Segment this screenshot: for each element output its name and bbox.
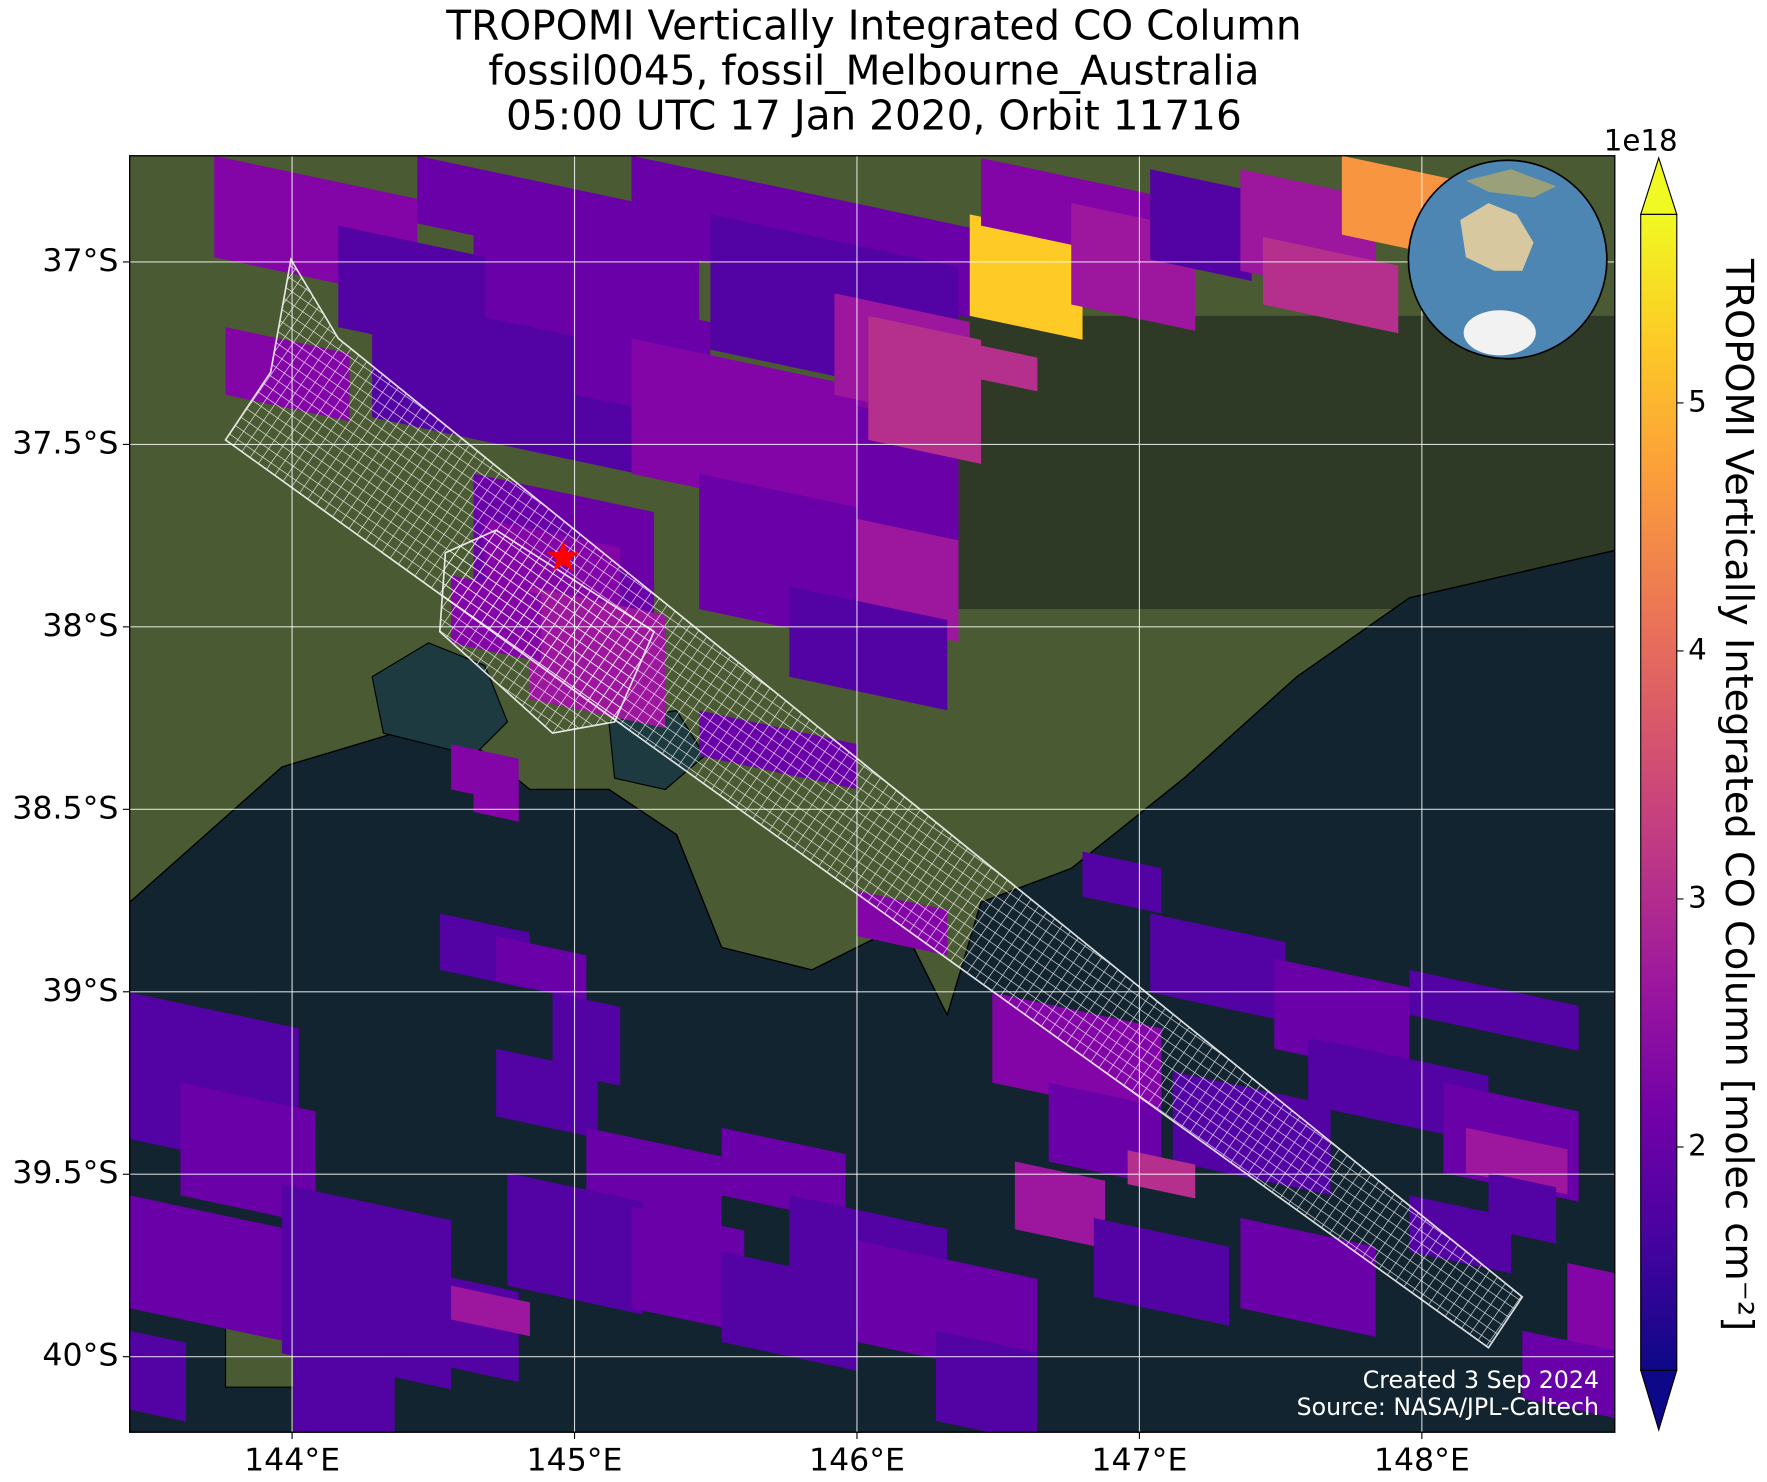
co-pixel [935, 1330, 1038, 1433]
co-pixel [631, 1206, 745, 1333]
co-pixel [1488, 1172, 1557, 1244]
co-pixel [969, 214, 1083, 340]
title-line: 05:00 UTC 17 Jan 2020, Orbit 11716 [506, 92, 1242, 140]
y-tick-label: 37.5°S [12, 425, 118, 461]
grid [129, 155, 1615, 1433]
port-phillip-bay [371, 642, 509, 757]
axes: 144°E 145°E 146°E 147°E 148°E 37°S 37.5°S 38°S 3… [12, 243, 1470, 1479]
map-frame [129, 155, 1616, 1433]
y-tick-label: 38.5°S [12, 790, 118, 826]
y-tick-label: 39°S [42, 973, 118, 1009]
colorbar: 2 3 4 5 [1639, 156, 1707, 1432]
annotation: Created 3 Sep 2024 [1363, 1366, 1599, 1394]
co-pixel [496, 1048, 598, 1139]
co-pixel [1262, 236, 1399, 334]
colorbar-tick-label: 5 [1688, 384, 1707, 418]
x-tick-label: 146°E [809, 1443, 905, 1479]
co-pixel [868, 315, 982, 464]
y-tick-label: 37°S [42, 243, 118, 279]
swath-outline [224, 257, 1524, 1349]
colorbar-extend-high [1639, 156, 1678, 215]
x-tick-label: 144°E [244, 1443, 340, 1479]
colorbar-extend-low [1639, 1369, 1678, 1432]
colorbar-label: TROPOMI Vertically Integrated CO Column … [1716, 258, 1761, 1331]
y-tick-label: 38°S [42, 608, 118, 644]
x-tick-label: 145°E [527, 1443, 623, 1479]
colorbar-body [1640, 213, 1678, 1371]
co-pixel [1150, 913, 1286, 1022]
co-pixel [1014, 1161, 1106, 1249]
colorbar-tick-label: 4 [1688, 632, 1707, 666]
colorbar-tick-label: 3 [1688, 880, 1707, 914]
co-pixel [451, 1285, 530, 1337]
y-tick-label: 39.5°S [12, 1155, 118, 1191]
co-pixel [1522, 1330, 1615, 1418]
site-marker [547, 540, 580, 572]
co-pixel [789, 586, 948, 711]
co-pixel [947, 338, 1038, 392]
co-pixel [473, 789, 519, 822]
co-pixel [129, 1330, 187, 1422]
co-pixel [507, 1172, 643, 1315]
co-pixel [496, 936, 587, 1001]
co-pixel [552, 992, 621, 1086]
annotation: Source: NASA/JPL-Caltech [1297, 1393, 1599, 1421]
co-pixel [1093, 1217, 1230, 1326]
swath-outline [438, 529, 656, 735]
co-pixel [1409, 969, 1579, 1051]
co-pixel [451, 744, 519, 804]
co-pixel [129, 1195, 288, 1342]
globe-antarctica [1463, 310, 1536, 356]
co-pixel [1082, 851, 1162, 914]
colorbar-exponent: 1e18 [1604, 124, 1678, 158]
x-tick-label: 147°E [1091, 1443, 1187, 1479]
co-pixel [1240, 1217, 1376, 1337]
x-tick-label: 148°E [1374, 1443, 1470, 1479]
co-pixel [1150, 169, 1252, 282]
co-pixel [293, 1353, 395, 1433]
title-line: fossil0045, fossil_Melbourne_Australia [488, 46, 1259, 94]
co-pixel [1567, 1263, 1615, 1364]
map-area [129, 155, 1615, 1433]
co-pixel [721, 1251, 858, 1371]
globe-australia [1460, 203, 1534, 271]
colorbar-tick-label: 2 [1688, 1128, 1707, 1162]
y-tick-label: 40°S [42, 1338, 118, 1374]
co-pixel [631, 338, 869, 525]
title-line: TROPOMI Vertically Integrated CO Column [445, 1, 1301, 49]
inset-globe [1407, 159, 1608, 360]
site-layer [547, 540, 580, 572]
globe-asia [1465, 169, 1557, 198]
